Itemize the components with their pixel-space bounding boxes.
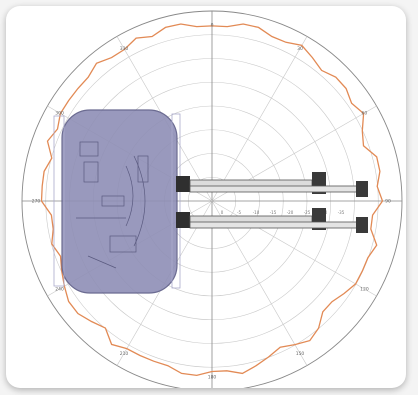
radiation-pattern [40, 23, 384, 377]
housing-body [61, 109, 178, 294]
angle-label: 90 [385, 199, 391, 205]
angle-label: 30 [297, 46, 303, 52]
angle-label: 330 [120, 46, 129, 52]
radius-label: -5 [237, 210, 241, 215]
cable-body-2 [189, 221, 361, 229]
connector-tail-2 [356, 181, 368, 197]
grid-spoke [211, 200, 377, 297]
housing-flange-right [171, 113, 181, 289]
connector-head [176, 176, 190, 192]
angle-label: 0 [211, 23, 214, 29]
angle-label: 300 [55, 111, 64, 117]
radius-label: -35 [338, 210, 345, 215]
angle-label: 210 [120, 351, 129, 357]
angle-label: 180 [208, 375, 217, 381]
angle-label: 240 [55, 287, 64, 293]
connector-cable-upper [176, 172, 368, 197]
angle-label: 120 [360, 287, 369, 293]
angle-label: 270 [32, 199, 41, 205]
grid-spoke [211, 200, 308, 366]
angle-label: 150 [296, 351, 305, 357]
radius-label: -15 [270, 210, 277, 215]
antenna-polar-diagram: 0 30 60 90 120 150 180 210 240 270 300 330 0 -5 -10 -1… [21, 10, 403, 388]
housing-flange [53, 115, 65, 287]
grid-spoke [211, 36, 308, 202]
radius-label: 0 [221, 210, 224, 215]
housing-details [76, 141, 149, 269]
connector-tail-2 [356, 217, 368, 233]
angle-label: 60 [362, 111, 368, 117]
connector-head [176, 212, 190, 228]
angle-labels: 0 30 60 90 120 150 180 210 240 270 300 330 [32, 23, 391, 381]
antenna-housing [53, 109, 181, 294]
radius-label: -20 [287, 210, 294, 215]
radius-label: -10 [253, 210, 260, 215]
radius-label: -25 [304, 210, 311, 215]
cable-body-2 [189, 185, 361, 193]
connector-cable-lower [176, 208, 368, 233]
